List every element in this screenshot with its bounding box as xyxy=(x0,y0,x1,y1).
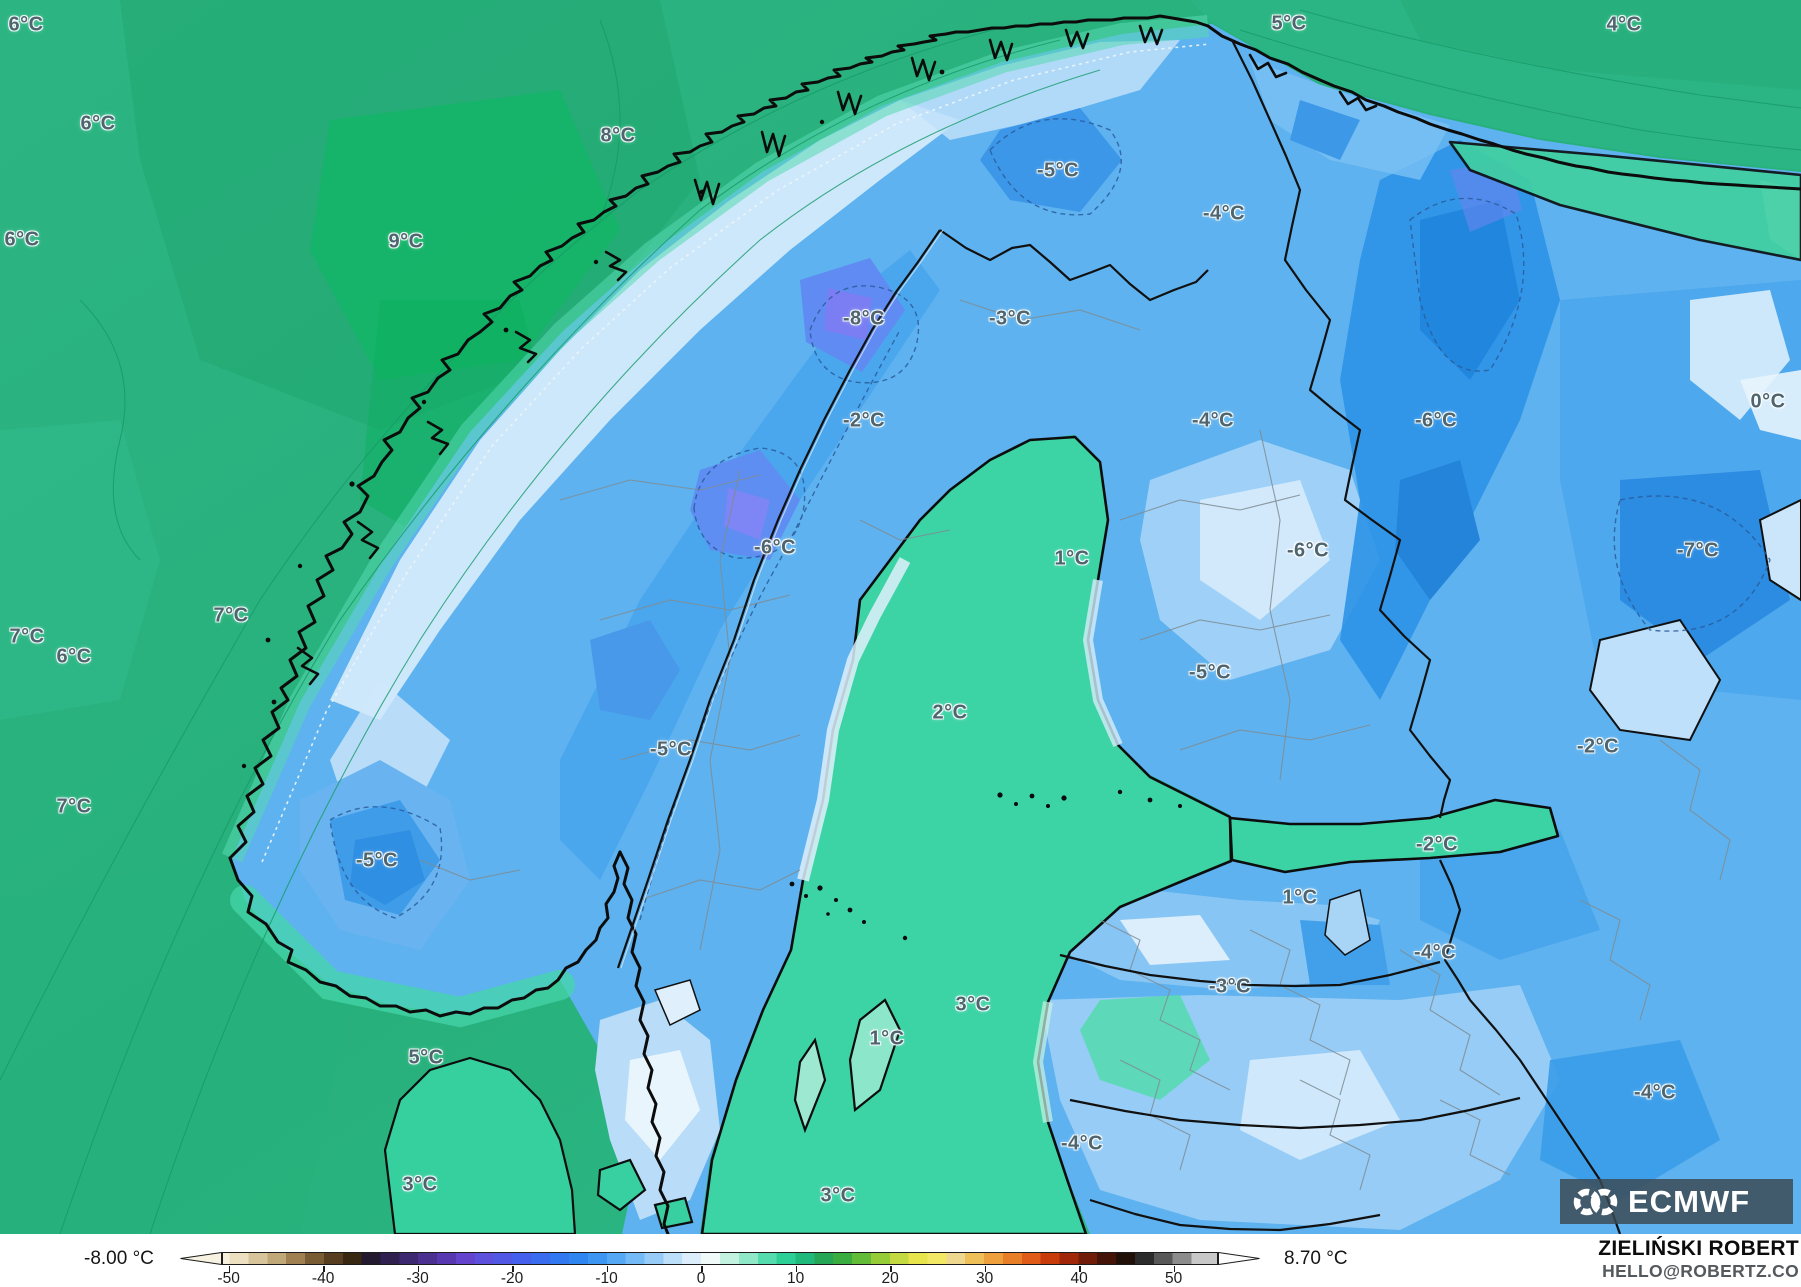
skagerrak-coastal-strip xyxy=(230,885,575,1028)
temperature-label: -5°C xyxy=(1188,661,1232,684)
temperature-label: -8°C xyxy=(842,307,886,330)
colorbar-tick-label: 10 xyxy=(786,1270,805,1287)
colorbar-tick xyxy=(795,1266,798,1272)
colorbar-tick xyxy=(417,1266,420,1272)
temperature-label: 7°C xyxy=(9,625,45,648)
colorbar-tick-label: -20 xyxy=(500,1270,524,1287)
colorbar-tick-label: 30 xyxy=(975,1270,994,1287)
colorbar-tick-label: -40 xyxy=(311,1270,335,1287)
temperature-map: 6°C 6°C 8°C 9°C 6°C 5°C 4°C -5°C -4°C -8°C -3°C -2°… xyxy=(0,0,1801,1234)
ecmwf-rings-icon xyxy=(1573,1188,1618,1215)
temperature-label: 8°C xyxy=(600,124,636,147)
temperature-label: 3°C xyxy=(955,993,991,1016)
attribution: ZIELIŃSKI ROBERT HELLO@ROBERTZ.CO xyxy=(1598,1237,1799,1281)
temperature-label: 6°C xyxy=(4,228,40,251)
colorbar-tick xyxy=(323,1266,325,1272)
attribution-contact: HELLO@ROBERTZ.CO xyxy=(1602,1261,1799,1282)
colorbar-left-arrow xyxy=(180,1252,222,1265)
colorbar-tick xyxy=(890,1266,892,1272)
colorbar xyxy=(222,1252,1218,1265)
temperature-label: -4°C xyxy=(1060,1132,1104,1155)
temperature-label: 5°C xyxy=(408,1046,444,1069)
temperature-label: 6°C xyxy=(80,112,116,135)
temperature-label: 7°C xyxy=(213,604,249,627)
temperature-label: -5°C xyxy=(649,738,693,761)
temperature-label: 6°C xyxy=(8,13,44,36)
colorbar-tick xyxy=(228,1266,231,1272)
temperature-label: -4°C xyxy=(1633,1081,1677,1104)
temperature-label: 4°C xyxy=(1606,13,1642,36)
temperature-label: -3°C xyxy=(1208,975,1252,998)
temperature-label: -3°C xyxy=(988,307,1032,330)
ecmwf-logo-box: ECMWF xyxy=(1560,1179,1793,1224)
colorbar-tick xyxy=(1079,1266,1081,1272)
temperature-label: 3°C xyxy=(402,1173,438,1196)
lakes xyxy=(653,498,1801,1027)
colorbar-tick-label: -30 xyxy=(406,1270,429,1287)
temperature-label: -6°C xyxy=(753,536,797,559)
colorbar-max-value: 8.70 °C xyxy=(1284,1248,1348,1269)
temperature-label: -6°C xyxy=(1414,409,1458,432)
colorbar-tick xyxy=(701,1266,703,1272)
norway-coastal-teal-strip xyxy=(221,15,1210,863)
temperature-label: -7°C xyxy=(1676,539,1720,562)
colorbar-tick-label: -50 xyxy=(217,1270,240,1287)
baltic-bothnia-sea xyxy=(700,140,1801,1234)
zero-line-contour xyxy=(261,43,1211,863)
colorbar-tick xyxy=(606,1266,609,1272)
temperature-label: -6°C xyxy=(1286,539,1330,562)
temperature-label: 5°C xyxy=(1271,12,1307,35)
colorbar-min-value: -8.00 °C xyxy=(84,1248,154,1269)
colorbar-tick xyxy=(512,1266,514,1272)
temperature-label: 1°C xyxy=(869,1027,905,1050)
temperature-label: -2°C xyxy=(1576,735,1620,758)
attribution-author: ZIELIŃSKI ROBERT xyxy=(1598,1237,1799,1260)
barents-sea-region xyxy=(1190,0,1801,170)
temperature-label: -4°C xyxy=(1413,941,1457,964)
temperature-label: -4°C xyxy=(1191,409,1235,432)
temperature-label: 3°C xyxy=(820,1184,856,1207)
temperature-label: -5°C xyxy=(355,849,399,872)
admin-borders xyxy=(419,299,1731,1191)
colorbar-tick xyxy=(1173,1266,1176,1272)
temperature-label: 7°C xyxy=(56,795,92,818)
colorbar-tick-label: 50 xyxy=(1164,1270,1183,1287)
temperature-label: 9°C xyxy=(388,230,424,253)
sea-rims xyxy=(797,557,1123,1123)
ecmwf-logo-text: ECMWF xyxy=(1628,1184,1751,1219)
cold-patches xyxy=(300,60,1801,1230)
temperature-label: 2°C xyxy=(932,701,968,724)
colorbar-tick-label: -10 xyxy=(595,1270,618,1287)
temperature-label: -4°C xyxy=(1202,202,1246,225)
border-highlight xyxy=(620,229,944,969)
temperature-label: 1°C xyxy=(1282,886,1318,909)
colorbar-tick-label: 0 xyxy=(696,1270,706,1287)
temperature-label: 6°C xyxy=(56,645,92,668)
colorbar-tick xyxy=(984,1266,987,1272)
temperature-label: -2°C xyxy=(1415,833,1459,856)
colorbar-right-arrow xyxy=(1218,1252,1260,1265)
temperature-label: 0°C xyxy=(1750,390,1786,413)
temperature-label: -5°C xyxy=(1036,159,1080,182)
temperature-label: -2°C xyxy=(842,409,886,432)
colorbar-tick-label: 20 xyxy=(881,1270,899,1287)
coastline xyxy=(228,14,1801,1234)
islands xyxy=(383,998,902,1234)
colorbar-tick-label: 40 xyxy=(1070,1270,1088,1287)
ocean-contours xyxy=(0,9,1801,1234)
temperature-label: 1°C xyxy=(1054,547,1090,570)
